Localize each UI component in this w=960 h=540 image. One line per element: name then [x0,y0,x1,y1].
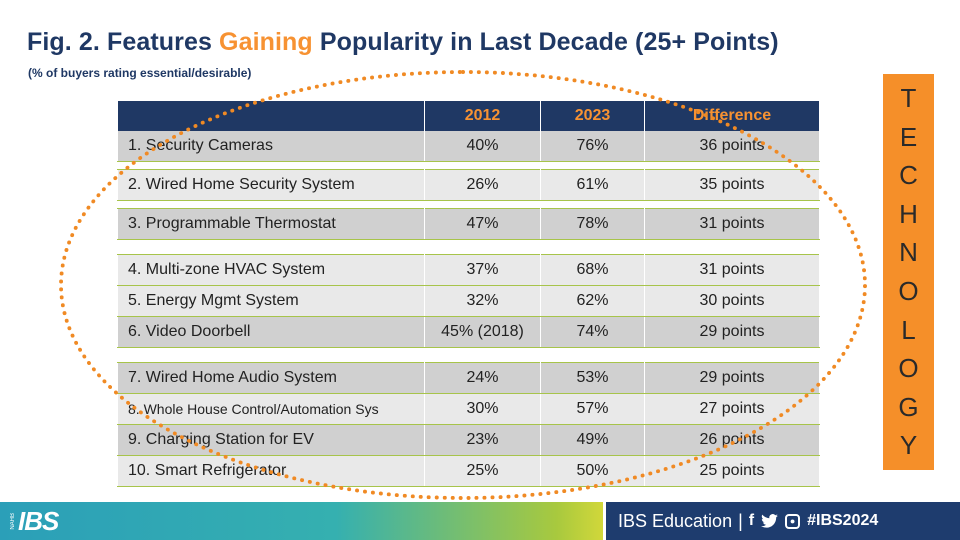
header-difference: Difference [644,101,820,131]
value-2012-cell: 30% [424,393,541,425]
feature-cell: 8. Whole House Control/Automation Sys [117,393,425,425]
table-header-row: 2012 2023 Difference [117,101,820,131]
row-spacer [117,347,820,363]
feature-cell: 1. Security Cameras [117,131,425,162]
difference-cell: 31 points [644,208,820,240]
difference-cell: 29 points [644,362,820,394]
table-row: 6. Video Doorbell 45% (2018) 74% 29 poin… [117,316,820,348]
header-2023: 2023 [540,101,645,131]
difference-cell: 25 points [644,455,820,487]
table-row: 10. Smart Refrigerator 25% 50% 25 points [117,455,820,487]
side-letter: C [899,160,918,191]
side-letter: Y [899,430,918,461]
value-2012-cell: 45% (2018) [424,316,541,348]
table-row: 8. Whole House Control/Automation Sys 30… [117,393,820,425]
difference-cell: 36 points [644,131,820,162]
header-2012: 2012 [424,101,541,131]
feature-cell: 5. Energy Mgmt System [117,285,425,317]
footer-bar: NAHB IBS IBS Education | f ● #IBS2024 [0,502,960,540]
value-2023-cell: 53% [540,362,645,394]
header-feature [117,101,425,131]
title-highlight: Gaining [219,28,313,56]
value-2023-cell: 61% [540,169,645,201]
feature-cell: 6. Video Doorbell [117,316,425,348]
twitter-icon[interactable] [761,514,778,528]
value-2023-cell: 76% [540,131,645,162]
value-2012-cell: 37% [424,254,541,286]
value-2012-cell: 32% [424,285,541,317]
footer-text: IBS Education [618,510,733,531]
feature-cell: 7. Wired Home Audio System [117,362,425,394]
side-letter: H [899,198,918,229]
value-2023-cell: 50% [540,455,645,487]
value-2012-cell: 26% [424,169,541,201]
side-letter: O [898,353,919,384]
value-2012-cell: 47% [424,208,541,240]
side-letter: T [900,83,917,114]
title-prefix: Fig. 2. Features [27,28,220,56]
table-row: 1. Security Cameras 40% 76% 36 points [117,131,820,162]
table-row: 4. Multi-zone HVAC System 37% 68% 31 poi… [117,254,820,286]
footer-hashtag: #IBS2024 [807,512,879,529]
feature-cell: 9. Charging Station for EV [117,424,425,456]
value-2023-cell: 74% [540,316,645,348]
side-letter: E [899,121,918,152]
side-letter: L [901,314,916,345]
difference-cell: 31 points [644,254,820,286]
instagram-icon[interactable]: ● [785,513,801,529]
side-letter: O [898,276,919,306]
value-2012-cell: 40% [424,131,541,162]
value-2023-cell: 68% [540,254,645,286]
facebook-icon[interactable]: f [748,512,755,529]
ibs-logo-text: IBS [18,505,59,536]
side-letter: N [899,237,918,268]
table-row: 7. Wired Home Audio System 24% 53% 29 po… [117,362,820,394]
table-row: 5. Energy Mgmt System 32% 62% 30 points [117,285,820,317]
title-suffix: Popularity in Last Decade (25+ Points) [312,28,779,56]
ibs-logo: NAHB IBS [10,502,59,540]
table-row: 2. Wired Home Security System 26% 61% 35… [117,169,820,201]
footer-separator: | [738,510,743,531]
side-letter: G [898,391,919,422]
value-2012-cell: 25% [424,455,541,487]
table-row: 9. Charging Station for EV 23% 49% 26 po… [117,424,820,456]
footer-info: IBS Education | f ● #IBS2024 [603,502,960,540]
value-2012-cell: 24% [424,362,541,394]
features-table: 2012 2023 Difference 1. Security Cameras… [117,101,820,487]
difference-cell: 26 points [644,424,820,456]
feature-cell: 3. Programmable Thermostat [117,208,425,240]
row-spacer [117,161,820,170]
difference-cell: 30 points [644,285,820,317]
difference-cell: 35 points [644,169,820,201]
difference-cell: 27 points [644,393,820,425]
value-2023-cell: 78% [540,208,645,240]
value-2023-cell: 49% [540,424,645,456]
feature-cell: 10. Smart Refrigerator [117,455,425,487]
row-spacer [117,200,820,209]
nahb-logo-text: NAHB [10,512,16,530]
technology-label: T E C H N O L O G Y [883,74,934,470]
feature-cell: 2. Wired Home Security System [117,169,425,201]
value-2023-cell: 62% [540,285,645,317]
feature-cell: 4. Multi-zone HVAC System [117,254,425,286]
value-2023-cell: 57% [540,393,645,425]
table-row: 3. Programmable Thermostat 47% 78% 31 po… [117,208,820,240]
slide-title: Fig. 2. Features Gaining Popularity in L… [27,28,779,57]
row-spacer [117,239,820,255]
slide-subtitle: (% of buyers rating essential/desirable) [28,66,252,80]
difference-cell: 29 points [644,316,820,348]
value-2012-cell: 23% [424,424,541,456]
